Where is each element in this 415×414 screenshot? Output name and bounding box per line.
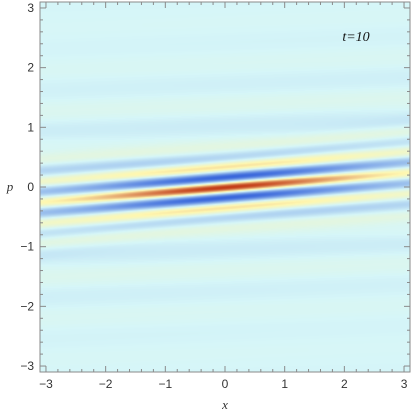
- y-axis-label: p: [6, 179, 14, 194]
- x-tick-label: 2: [341, 377, 348, 391]
- y-tick-label: 1: [27, 120, 34, 134]
- y-tick-label: 3: [27, 1, 34, 15]
- heatmap-image: [40, 2, 410, 372]
- time-annotation: t=10: [342, 30, 369, 45]
- x-tick-label: 3: [401, 377, 408, 391]
- x-axis-label: x: [221, 397, 228, 412]
- tick-labels: −3 −2 −1 0 1 2 3 −3 −2 −1 0 1 2 3: [20, 1, 407, 391]
- y-tick-label: −2: [20, 299, 34, 313]
- y-tick-label: 0: [27, 180, 34, 194]
- x-tick-label: −1: [158, 377, 172, 391]
- y-tick-label: −3: [20, 359, 34, 373]
- axis-ticks: [40, 2, 410, 372]
- x-tick-label: −3: [39, 377, 53, 391]
- heatmap-layer: [40, 2, 410, 372]
- x-tick-label: 1: [281, 377, 288, 391]
- y-tick-label: 2: [27, 61, 34, 75]
- y-tick-label: −1: [20, 240, 34, 254]
- x-tick-label: 0: [222, 377, 229, 391]
- x-tick-label: −2: [99, 377, 113, 391]
